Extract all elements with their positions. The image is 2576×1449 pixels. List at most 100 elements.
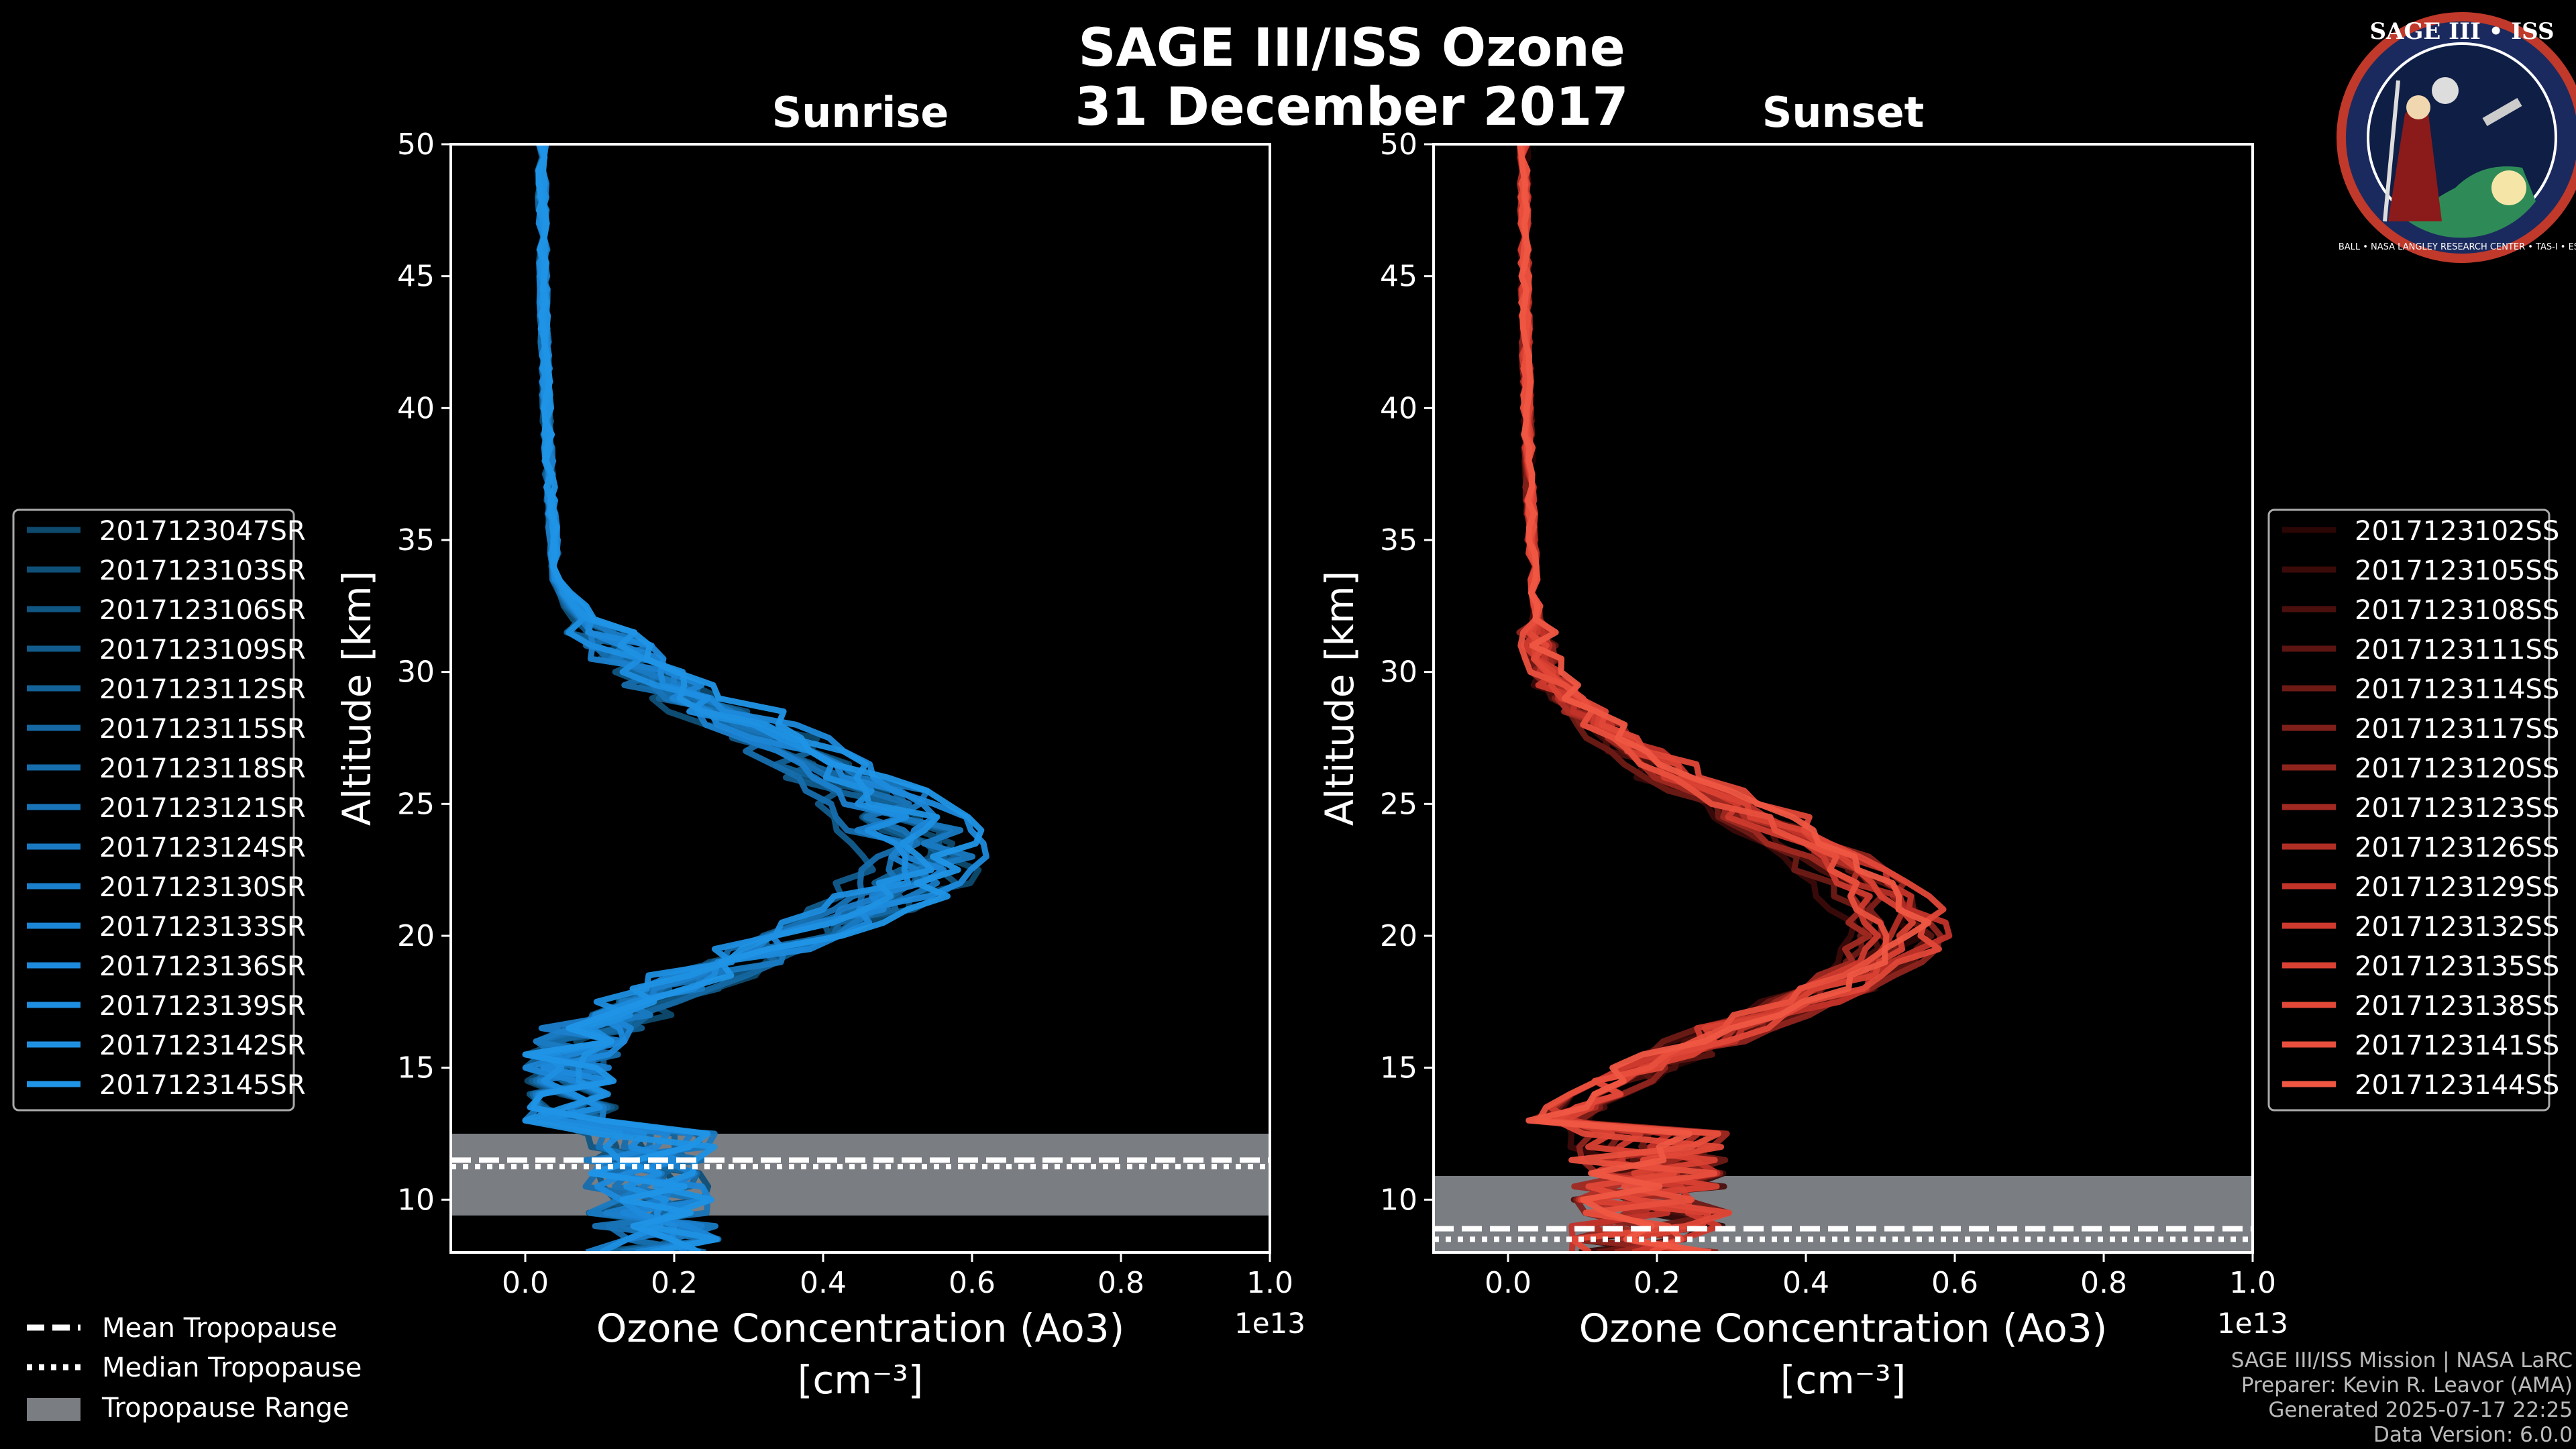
legend-label: 2017123111SS xyxy=(2355,635,2559,665)
y-axis-label: Altitude [km] xyxy=(1317,571,1362,826)
legend-label: 2017123141SS xyxy=(2355,1030,2559,1061)
legend-label: 2017123109SR xyxy=(99,635,306,665)
legend-label: 2017123136SR xyxy=(99,951,306,982)
tropopause-range-label: Tropopause Range xyxy=(101,1393,350,1424)
y-axis-label: Altitude [km] xyxy=(334,571,380,826)
x-offset-label: 1e13 xyxy=(1234,1307,1305,1340)
x-tick-label: 1.0 xyxy=(1246,1266,1293,1300)
sunset-legend-frame xyxy=(2267,508,2551,1112)
x-axis-label: Ozone Concentration (Ao3) xyxy=(596,1305,1125,1351)
legend-label: 2017123114SS xyxy=(2355,674,2559,705)
staff-icon xyxy=(2383,80,2400,222)
sunrise-legend: 2017123047SR 2017123103SR 2017123106SR 2017… xyxy=(12,508,306,1112)
x-tick-label: 0.2 xyxy=(1633,1266,1680,1300)
legend-label: 2017123144SS xyxy=(2355,1070,2559,1101)
y-tick-label: 45 xyxy=(397,260,435,294)
y-tick-label: 10 xyxy=(397,1183,435,1217)
legend-label: 2017123145SR xyxy=(99,1070,306,1101)
legend-label: 2017123047SR xyxy=(99,516,306,547)
y-tick-label: 40 xyxy=(397,391,435,425)
y-tick-label: 15 xyxy=(1380,1051,1417,1085)
y-tick-label: 15 xyxy=(397,1051,435,1085)
axes-frame xyxy=(1432,143,2254,1254)
logo-title: SAGE III • ISS xyxy=(2369,18,2554,45)
x-tick-label: 0.6 xyxy=(949,1266,996,1300)
legend-label: 2017123117SS xyxy=(2355,714,2559,745)
sun-icon xyxy=(2491,170,2526,205)
panel-title: Sunrise xyxy=(772,88,949,137)
tropopause-range-band xyxy=(451,1134,1270,1216)
figure-title-line1: SAGE III/ISS Ozone xyxy=(1078,18,1625,78)
x-offset-label: 1e13 xyxy=(2217,1307,2288,1340)
y-tick-label: 25 xyxy=(397,787,435,821)
sunset-panel: 0.0 0.2 0.4 0.6 0.8 1.0 10 15 20 25 30 35 40 45 50 1e13… xyxy=(1317,88,2288,1403)
legend-label: 2017123115SR xyxy=(99,714,306,745)
legend-label: 2017123102SS xyxy=(2355,516,2559,547)
axes-frame xyxy=(449,143,1271,1254)
legend-label: 2017123142SR xyxy=(99,1030,306,1061)
x-tick-label: 0.8 xyxy=(2080,1266,2127,1300)
y-tick-label: 50 xyxy=(1380,127,1417,162)
x-axis-label: Ozone Concentration (Ao3) xyxy=(1579,1305,2108,1351)
legend-label: 2017123126SS xyxy=(2355,833,2559,863)
mean-tropopause-label: Mean Tropopause xyxy=(102,1313,337,1344)
panel-title: Sunset xyxy=(1762,88,1925,137)
legend-label: 2017123112SR xyxy=(99,674,306,705)
sage-figure-icon xyxy=(2388,107,2442,221)
x-axis-unit: [cm⁻³] xyxy=(1780,1357,1907,1403)
tropopause-legend: Mean Tropopause Median Tropopause Tropop… xyxy=(27,1313,362,1424)
profile-line-2017123144SS xyxy=(1517,144,1932,1252)
plot-area xyxy=(451,144,1270,1252)
y-tick-label: 35 xyxy=(1380,523,1417,557)
legend-label: 2017123106SR xyxy=(99,595,306,626)
profile-line-2017123141SS xyxy=(1517,144,1890,1252)
x-tick-label: 0.0 xyxy=(1485,1266,1532,1300)
profile-line-2017123142SR xyxy=(522,144,941,1252)
sage-iii-iss-logo: SAGE III • ISS BALL • NASA LANGLEY RESEA… xyxy=(2337,12,2576,263)
y-tick-label: 45 xyxy=(1380,260,1417,294)
y-tick-label: 40 xyxy=(1380,391,1417,425)
iss-station-icon xyxy=(2482,97,2522,127)
median-tropopause-label: Median Tropopause xyxy=(102,1352,362,1383)
profile-line-2017123145SR xyxy=(522,144,985,1252)
sunset-legend: 2017123102SS 2017123105SS 2017123108SS 2017… xyxy=(2267,508,2559,1112)
legend-label: 2017123120SS xyxy=(2355,753,2559,784)
moon-icon xyxy=(2432,77,2459,104)
x-tick-label: 0.2 xyxy=(651,1266,698,1300)
legend-label: 2017123133SR xyxy=(99,912,306,943)
legend-label: 2017123138SS xyxy=(2355,991,2559,1022)
y-tick-label: 30 xyxy=(397,655,435,690)
x-tick-label: 1.0 xyxy=(2229,1266,2276,1300)
sunrise-legend-frame xyxy=(12,508,295,1112)
x-tick-label: 0.4 xyxy=(1782,1266,1829,1300)
y-tick-label: 20 xyxy=(397,919,435,953)
legend-label: 2017123132SS xyxy=(2355,912,2559,943)
y-tick-label: 25 xyxy=(1380,787,1417,821)
y-tick-label: 50 xyxy=(397,127,435,162)
tropopause-range-swatch xyxy=(27,1398,80,1421)
sage-head-icon xyxy=(2406,95,2430,119)
legend-label: 2017123105SS xyxy=(2355,555,2559,586)
y-tick-label: 35 xyxy=(397,523,435,557)
figure-title-line2: 31 December 2017 xyxy=(1075,77,1628,138)
legend-label: 2017123139SR xyxy=(99,991,306,1022)
legend-label: 2017123129SS xyxy=(2355,872,2559,903)
plot-area xyxy=(1434,144,2253,1252)
footer-credits: SAGE III/ISS Mission | NASA LaRC Prepare… xyxy=(2231,1348,2573,1447)
footer-version: Data Version: 6.0.0 xyxy=(2373,1423,2573,1447)
x-tick-label: 0.6 xyxy=(1931,1266,1978,1300)
legend-label: 2017123135SS xyxy=(2355,951,2559,982)
legend-label: 2017123103SR xyxy=(99,555,306,586)
y-tick-label: 20 xyxy=(1380,919,1417,953)
legend-label: 2017123118SR xyxy=(99,753,306,784)
legend-label: 2017123121SR xyxy=(99,793,306,824)
logo-partners: BALL • NASA LANGLEY RESEARCH CENTER • TA… xyxy=(2339,242,2576,252)
legend-label: 2017123130SR xyxy=(99,872,306,903)
sunrise-panel: 0.0 0.2 0.4 0.6 0.8 1.0 10 15 20 25 30 35 40 45 50 1e13… xyxy=(334,88,1305,1403)
y-tick-label: 30 xyxy=(1380,655,1417,690)
x-axis-unit: [cm⁻³] xyxy=(798,1357,924,1403)
x-tick-label: 0.8 xyxy=(1097,1266,1144,1300)
footer-mission: SAGE III/ISS Mission | NASA LaRC xyxy=(2231,1348,2573,1373)
footer-preparer: Preparer: Kevin R. Leavor (AMA) xyxy=(2241,1373,2573,1397)
